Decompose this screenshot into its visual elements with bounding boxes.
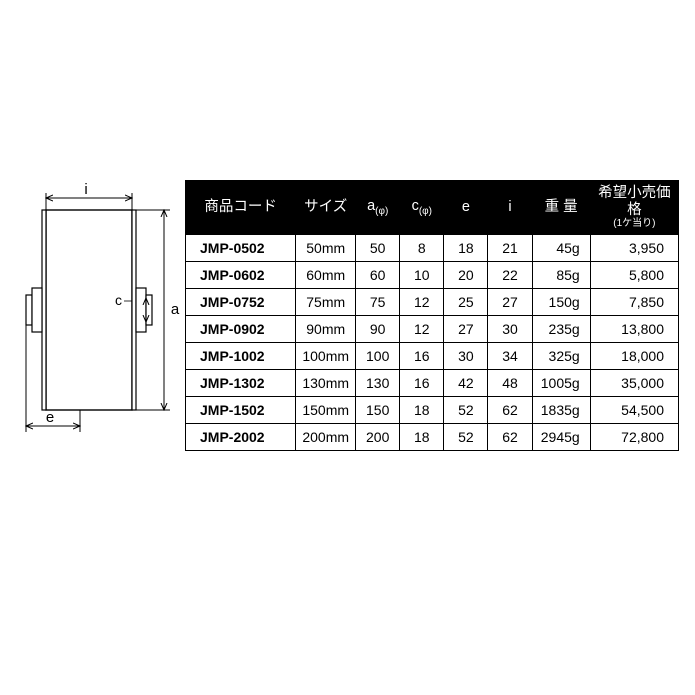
- cell-code: JMP-0902: [186, 315, 296, 342]
- spec-table: 商品コード サイズ a(φ) c(φ) e i 重 量 希望小売価格(1ケ当り)…: [185, 180, 679, 451]
- cell-e: 18: [444, 234, 488, 261]
- cell-i: 62: [488, 396, 532, 423]
- cell-price: 3,950: [590, 234, 678, 261]
- cell-a: 130: [356, 369, 400, 396]
- cell-a: 150: [356, 396, 400, 423]
- table-header-row: 商品コード サイズ a(φ) c(φ) e i 重 量 希望小売価格(1ケ当り): [186, 181, 679, 235]
- cell-c: 12: [400, 288, 444, 315]
- cell-price: 13,800: [590, 315, 678, 342]
- cell-e: 52: [444, 396, 488, 423]
- cell-e: 42: [444, 369, 488, 396]
- cell-a: 75: [356, 288, 400, 315]
- cell-size: 130mm: [296, 369, 356, 396]
- table-row: JMP-2002200mm2001852622945g72,800: [186, 423, 679, 450]
- cell-weight: 1005g: [532, 369, 590, 396]
- cell-size: 60mm: [296, 261, 356, 288]
- cell-weight: 150g: [532, 288, 590, 315]
- th-a: a(φ): [356, 181, 400, 235]
- cell-e: 30: [444, 342, 488, 369]
- cell-c: 8: [400, 234, 444, 261]
- cell-i: 30: [488, 315, 532, 342]
- table-row: JMP-075275mm75122527150g7,850: [186, 288, 679, 315]
- cell-a: 60: [356, 261, 400, 288]
- cell-i: 27: [488, 288, 532, 315]
- cell-weight: 325g: [532, 342, 590, 369]
- cell-a: 100: [356, 342, 400, 369]
- cell-a: 90: [356, 315, 400, 342]
- cell-a: 50: [356, 234, 400, 261]
- th-weight: 重 量: [532, 181, 590, 235]
- cell-weight: 45g: [532, 234, 590, 261]
- cell-e: 20: [444, 261, 488, 288]
- cell-size: 75mm: [296, 288, 356, 315]
- th-i: i: [488, 181, 532, 235]
- cell-code: JMP-0502: [186, 234, 296, 261]
- cell-size: 100mm: [296, 342, 356, 369]
- table-row: JMP-050250mm508182145g3,950: [186, 234, 679, 261]
- th-size: サイズ: [296, 181, 356, 235]
- cell-code: JMP-0752: [186, 288, 296, 315]
- cell-size: 90mm: [296, 315, 356, 342]
- table-row: JMP-1002100mm100163034325g18,000: [186, 342, 679, 369]
- cell-price: 72,800: [590, 423, 678, 450]
- dim-label-i: i: [84, 181, 87, 198]
- cell-code: JMP-1502: [186, 396, 296, 423]
- table-row: JMP-090290mm90122730235g13,800: [186, 315, 679, 342]
- table-row: JMP-1302130mm1301642481005g35,000: [186, 369, 679, 396]
- cell-price: 5,800: [590, 261, 678, 288]
- cell-size: 150mm: [296, 396, 356, 423]
- table-row: JMP-060260mm6010202285g5,800: [186, 261, 679, 288]
- dim-label-e: e: [46, 409, 54, 426]
- cell-i: 21: [488, 234, 532, 261]
- cell-size: 200mm: [296, 423, 356, 450]
- cell-weight: 235g: [532, 315, 590, 342]
- cell-price: 18,000: [590, 342, 678, 369]
- cell-weight: 85g: [532, 261, 590, 288]
- cell-weight: 1835g: [532, 396, 590, 423]
- cell-c: 10: [400, 261, 444, 288]
- cell-e: 25: [444, 288, 488, 315]
- cell-code: JMP-1002: [186, 342, 296, 369]
- th-e: e: [444, 181, 488, 235]
- cell-code: JMP-0602: [186, 261, 296, 288]
- dimension-diagram: i a c e: [0, 180, 185, 440]
- cell-i: 22: [488, 261, 532, 288]
- cell-e: 52: [444, 423, 488, 450]
- dim-label-c: c: [115, 292, 122, 308]
- spec-table-wrap: 商品コード サイズ a(φ) c(φ) e i 重 量 希望小売価格(1ケ当り)…: [185, 180, 695, 451]
- dim-label-a: a: [171, 301, 180, 318]
- cell-size: 50mm: [296, 234, 356, 261]
- cell-code: JMP-1302: [186, 369, 296, 396]
- cell-c: 12: [400, 315, 444, 342]
- table-row: JMP-1502150mm1501852621835g54,500: [186, 396, 679, 423]
- diagram-svg: i a c e: [0, 180, 185, 440]
- cell-c: 18: [400, 423, 444, 450]
- cell-weight: 2945g: [532, 423, 590, 450]
- cell-price: 54,500: [590, 396, 678, 423]
- table-body: JMP-050250mm508182145g3,950JMP-060260mm6…: [186, 234, 679, 450]
- cell-price: 35,000: [590, 369, 678, 396]
- cell-e: 27: [444, 315, 488, 342]
- th-code: 商品コード: [186, 181, 296, 235]
- cell-code: JMP-2002: [186, 423, 296, 450]
- cell-c: 16: [400, 369, 444, 396]
- cell-i: 62: [488, 423, 532, 450]
- th-price: 希望小売価格(1ケ当り): [590, 181, 678, 235]
- cell-i: 48: [488, 369, 532, 396]
- cell-a: 200: [356, 423, 400, 450]
- cell-price: 7,850: [590, 288, 678, 315]
- content-container: i a c e: [0, 180, 695, 451]
- th-c: c(φ): [400, 181, 444, 235]
- cell-c: 18: [400, 396, 444, 423]
- cell-c: 16: [400, 342, 444, 369]
- cell-i: 34: [488, 342, 532, 369]
